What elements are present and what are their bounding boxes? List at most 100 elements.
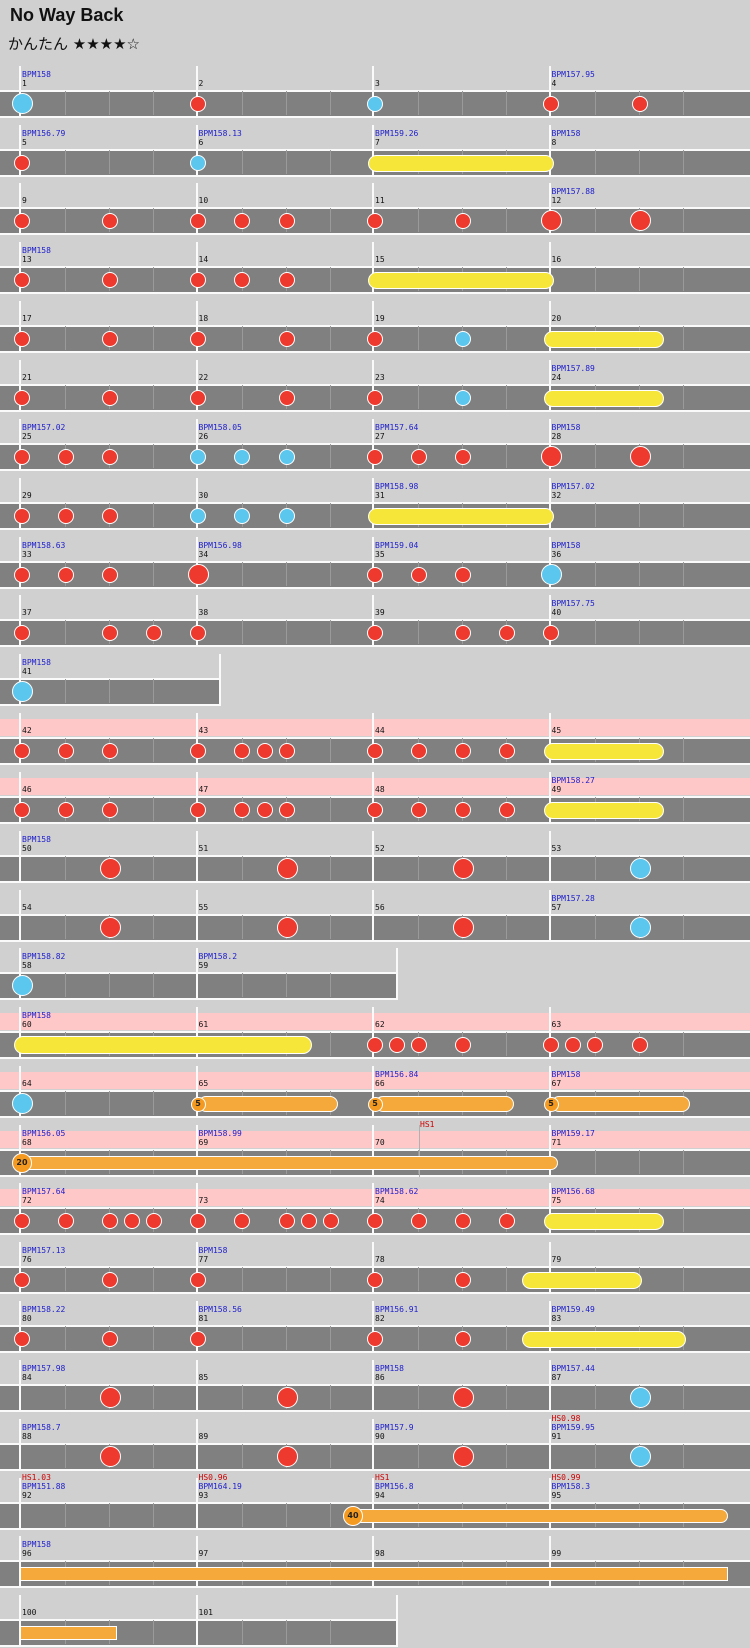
- don-note: [367, 743, 383, 759]
- balloon-head: 40: [343, 1506, 363, 1526]
- drumroll: [14, 1036, 312, 1054]
- don-note: [146, 1213, 162, 1229]
- beat-line: [638, 267, 640, 291]
- barline: [548, 1066, 551, 1118]
- don-note: [190, 625, 206, 641]
- don-note: [14, 155, 30, 171]
- chart-row: 42 43 44 45: [0, 707, 750, 766]
- don-note: [411, 802, 427, 818]
- beat-line: [506, 444, 508, 468]
- measure-number: 53: [551, 844, 562, 853]
- measure-number: 90: [375, 1432, 385, 1441]
- measure-number: 24: [551, 373, 562, 382]
- chart-row: 33 BPM158.63 34 BPM156.98 35 BPM159.04 36 BPM15…: [0, 531, 750, 590]
- barline: [195, 242, 198, 294]
- beat-line: [506, 91, 508, 115]
- beat-line: [682, 1032, 684, 1056]
- measure-number: 67: [551, 1079, 562, 1088]
- beat-line: [153, 915, 155, 939]
- bpm-label: BPM158: [22, 1540, 51, 1549]
- beat-line: [241, 1503, 243, 1527]
- barline: [548, 595, 551, 647]
- measure-number: 17: [22, 314, 32, 323]
- barline: [372, 1478, 374, 1530]
- gogo-time-band: [0, 1013, 750, 1030]
- barline: [19, 125, 21, 177]
- barline: [195, 890, 198, 942]
- don-note: [276, 1446, 298, 1467]
- beat-line: [285, 1267, 287, 1291]
- measure-number: 74: [375, 1196, 385, 1205]
- beat-line: [682, 1385, 684, 1409]
- beat-line: [418, 385, 420, 409]
- beat-line: [65, 385, 67, 409]
- song-title: No Way Back: [10, 5, 124, 25]
- beat-line: [682, 385, 684, 409]
- scroll-speed-label: HS0.99: [551, 1473, 581, 1482]
- barline: [548, 1536, 551, 1588]
- don-note: [279, 1213, 295, 1229]
- bpm-label: BPM158.56: [198, 1305, 242, 1314]
- bpm-label: BPM158: [551, 1070, 581, 1079]
- beat-line: [329, 1503, 331, 1527]
- measure-number: 6: [198, 138, 204, 147]
- don-note: [14, 1213, 30, 1229]
- beat-line: [418, 208, 420, 232]
- beat-line: [594, 91, 596, 115]
- beat-line: [241, 915, 243, 939]
- beat-line: [285, 1503, 287, 1527]
- measure-number: 8: [551, 138, 557, 147]
- beat-line: [506, 208, 508, 232]
- measure-number: 57: [551, 903, 562, 912]
- measure-number: 101: [198, 1608, 213, 1617]
- don-note: [411, 449, 427, 465]
- don-note: [124, 1213, 140, 1229]
- bpm-label: BPM158: [551, 541, 581, 550]
- beat-line: [153, 797, 155, 821]
- don-note: [367, 1213, 383, 1229]
- beat-line: [65, 267, 67, 291]
- ka-note: [629, 858, 651, 879]
- drumroll: [544, 743, 664, 760]
- beat-line: [153, 1267, 155, 1291]
- barline: [195, 595, 198, 647]
- don-note: [58, 802, 74, 818]
- beat-line: [682, 326, 684, 350]
- beat-line: [329, 326, 331, 350]
- don-note: [14, 1272, 30, 1288]
- measure-number: 37: [22, 608, 32, 617]
- barline: [19, 890, 21, 942]
- beat-line: [285, 91, 287, 115]
- beat-line: [682, 208, 684, 232]
- beat-line: [65, 856, 67, 880]
- bpm-label: BPM158: [22, 70, 51, 79]
- don-note: [257, 743, 273, 759]
- chart-row: 29 30 31 BPM158.98 32 BPM157.02: [0, 472, 750, 531]
- ka-note: [279, 449, 295, 465]
- ka-note: [11, 1093, 33, 1114]
- bpm-label: BPM151.88: [22, 1482, 66, 1491]
- measure-number: 52: [375, 844, 385, 853]
- barline: [372, 360, 374, 412]
- beat-line: [65, 326, 67, 350]
- bpm-label: BPM156.98: [198, 541, 242, 550]
- bpm-label: BPM158.62: [375, 1187, 419, 1196]
- measure-number: 21: [22, 373, 32, 382]
- barline: [548, 66, 551, 118]
- bpm-label: BPM158.22: [22, 1305, 66, 1314]
- barline: [372, 1125, 374, 1177]
- measure-number: 11: [375, 196, 385, 205]
- beat-line: [682, 503, 684, 527]
- barline: [19, 948, 21, 1000]
- chart-row: 76 BPM157.13 77 BPM158 78 79: [0, 1236, 750, 1295]
- chart-row: 100 101: [0, 1589, 750, 1648]
- beat-line: [153, 385, 155, 409]
- don-note: [102, 1331, 118, 1347]
- barline: [372, 537, 374, 589]
- beat-line: [682, 1267, 684, 1291]
- barline: [372, 66, 374, 118]
- don-note: [102, 567, 118, 583]
- beat-line: [682, 444, 684, 468]
- bpm-label: BPM158.7: [22, 1423, 61, 1432]
- gogo-time-band: [0, 719, 750, 736]
